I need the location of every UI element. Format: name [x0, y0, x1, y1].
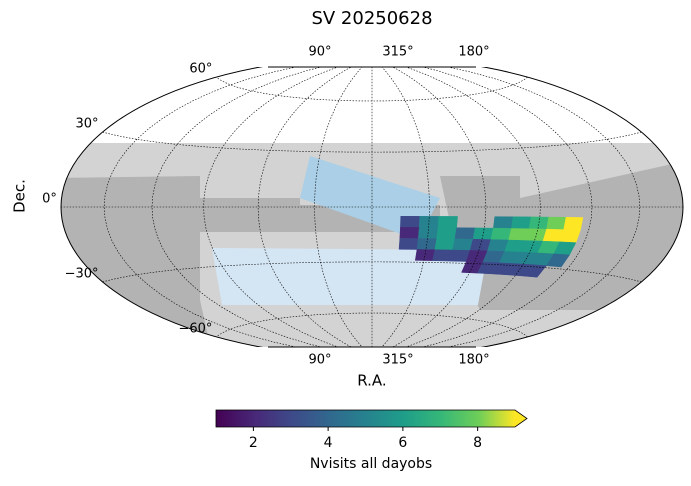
ra-tick-label: 90° — [308, 353, 331, 368]
dec-tick-label: 0° — [42, 192, 57, 207]
x-axis-label: R.A. — [357, 372, 386, 390]
dec-tick-label: 30° — [76, 117, 99, 132]
ra-tick-label: 180° — [458, 45, 489, 60]
heat-cell — [454, 227, 476, 240]
heat-cell — [399, 227, 420, 239]
outline-group — [60, 67, 684, 347]
region-pale-blue — [212, 248, 488, 305]
heat-cell — [546, 216, 567, 230]
heat-cell — [416, 238, 437, 250]
ra-tick-label: 90° — [308, 45, 331, 60]
colorbar-tick-label: 8 — [473, 435, 482, 451]
heat-cell — [398, 238, 419, 250]
meridian-line — [151, 67, 323, 347]
colorbar-extend — [515, 410, 527, 427]
dec-tick-label: −60° — [178, 321, 212, 336]
colorbar — [216, 410, 515, 427]
heat-cell — [511, 216, 532, 230]
meridian-line — [446, 67, 641, 347]
heat-cell — [452, 238, 474, 251]
heat-cell — [522, 264, 547, 278]
dec-tick-label: −30° — [65, 266, 99, 281]
dec-tick-label: 60° — [189, 62, 212, 77]
heat-cell — [437, 216, 458, 228]
heat-cell — [414, 249, 436, 261]
heat-cell — [563, 217, 584, 231]
ra-tick-label: 315° — [382, 353, 413, 368]
ra-tick-label: 180° — [458, 353, 489, 368]
chart-title: SV 20250628 — [311, 8, 432, 29]
meridian-line — [392, 67, 487, 347]
heat-cell — [490, 227, 512, 241]
colorbar-tick-label: 6 — [398, 435, 407, 451]
meridian-line — [257, 67, 352, 347]
colorbar-label: Nvisits all dayobs — [310, 456, 432, 472]
meridian-line — [404, 67, 541, 347]
map — [61, 67, 683, 347]
heat-cell — [528, 216, 549, 230]
meridian-line — [314, 67, 363, 347]
colorbar-outline — [215, 409, 528, 428]
y-axis-label: Dec. — [11, 179, 29, 213]
meridian-line — [381, 67, 430, 347]
heat-cell — [493, 216, 514, 229]
ra-tick-label: 315° — [382, 45, 413, 60]
heat-cell — [434, 238, 456, 251]
colorbar-tick-label: 2 — [249, 435, 258, 451]
meridian-line — [203, 67, 340, 347]
meridian-line — [103, 67, 298, 347]
heat-cell — [400, 216, 421, 228]
heat-cell — [508, 228, 530, 241]
heat-cell — [432, 249, 453, 262]
colorbar-tick-label: 4 — [324, 435, 333, 451]
heat-cell — [545, 253, 571, 268]
meridian-line — [421, 67, 593, 347]
heat-cell — [472, 227, 494, 240]
map-clip — [61, 67, 683, 347]
heat-cell — [436, 227, 457, 240]
